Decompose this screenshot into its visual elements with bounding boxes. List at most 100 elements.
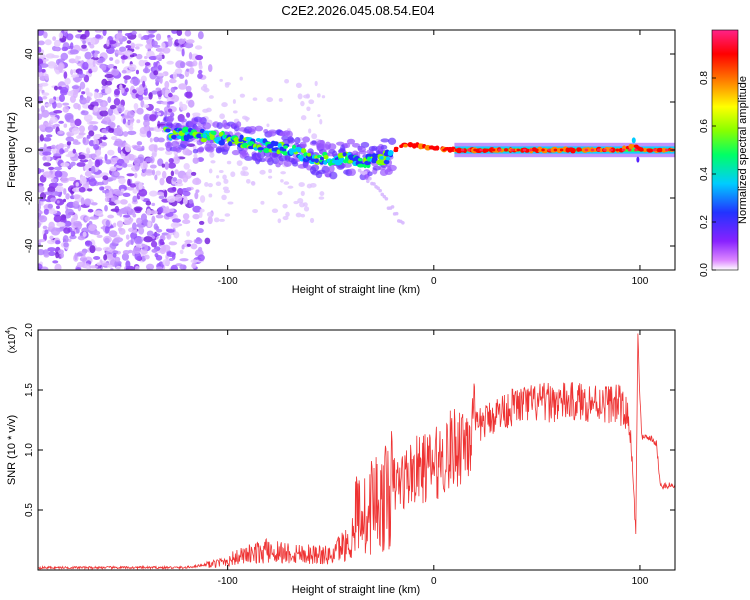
spectrogram-noise-blob (171, 252, 176, 260)
spectrogram-noise-blob (207, 216, 213, 225)
snr-ytick-label: 1.5 (24, 383, 35, 397)
spectrogram-noise-blob (121, 252, 129, 261)
spectrogram-noise-blob (127, 209, 136, 216)
spectrogram-noise-blob (283, 181, 290, 185)
spectrogram-noise-blob (134, 252, 142, 261)
spectrogram-noise-blob (114, 205, 120, 213)
spectrogram-noise-blob (131, 30, 137, 35)
spectrogram-noise-blob (38, 167, 42, 175)
spectrogram-noise-blob (102, 175, 109, 181)
spectrogram-noise-blob (114, 138, 123, 146)
spectrogram-noise-blob (177, 38, 186, 45)
spectrogram-peak-dot (467, 148, 471, 152)
spectrogram-noise-blob (186, 169, 193, 177)
spectrogram-noise-blob (81, 44, 87, 49)
spectrogram-signal-halo (202, 122, 212, 130)
spectrogram-noise-blob (109, 57, 114, 61)
spectrogram-noise-blob (89, 265, 99, 269)
spectrogram-tail (394, 211, 399, 216)
spectrogram-noise-blob (142, 160, 148, 169)
spectrogram-noise-blob (43, 162, 52, 167)
spectrogram-noise-blob (114, 190, 124, 197)
colorbar-tick-label: 0.0 (699, 263, 710, 277)
spectrogram-noise-blob (78, 154, 86, 160)
spectrogram-noise-blob (56, 200, 60, 204)
spectrogram-noise-blob (82, 231, 87, 237)
spectrogram-noise-blob (161, 170, 167, 179)
colorbar: 0.0 0.2 0.4 0.6 0.8 Normalized spectral ampl… (699, 29, 749, 277)
spectrogram-peak-dot (664, 148, 669, 152)
spectrogram-noise-blob (155, 266, 164, 270)
spectrogram-noise-blob (52, 260, 59, 264)
spectrogram-signal-halo (192, 148, 199, 154)
spectrogram-noise-blob (52, 36, 57, 41)
spectrogram-noise-blob (90, 202, 98, 206)
spectrogram-noise-blob (119, 199, 128, 205)
spectrogram-peak-dot (584, 148, 589, 152)
spectrogram-signal-blob (403, 143, 408, 148)
spectrogram-noise-blob (80, 110, 89, 116)
spectrogram-noise-blob (124, 87, 129, 93)
spectrogram-noise-blob (44, 103, 52, 107)
spectrogram-noise-blob (101, 88, 106, 94)
spectrogram-noise-blob (114, 256, 121, 263)
spectrogram-noise-blob (89, 245, 96, 254)
spectrogram-noise-blob (167, 37, 173, 41)
spectrogram-noise-blob (127, 120, 131, 126)
spectrogram-noise-blob (134, 265, 140, 270)
spectrogram-signal-halo (256, 150, 266, 159)
spectrogram-noise-blob (84, 198, 92, 206)
spectrogram-signal-halo (209, 143, 218, 149)
spectrogram-noise-blob (104, 196, 110, 203)
spectrogram-noise-blob (93, 138, 100, 146)
spectrogram-noise-blob (53, 182, 59, 187)
spectrogram-noise-blob (186, 112, 191, 118)
colorbar-tick-label: 0.2 (699, 215, 710, 229)
spectrogram-signal-halo (311, 140, 317, 145)
spectrogram-peak-dot (473, 148, 477, 152)
spectrogram-noise-blob (146, 267, 151, 270)
spectrogram-signal-blob (599, 147, 604, 153)
spectrogram-signal-blob (357, 157, 363, 162)
spectrogram-noise-blob (115, 265, 122, 270)
spectrogram-noise-blob (73, 194, 81, 200)
spectrogram-signal-blob (364, 160, 371, 166)
spectrogram-noise-blob (174, 169, 179, 175)
spectrogram-noise-blob (104, 86, 112, 95)
spectrogram-noise-blob (44, 126, 54, 133)
spectrogram-noise-blob (195, 54, 204, 61)
spectrogram-noise-blob (250, 181, 256, 185)
spectrogram-noise-blob (42, 137, 52, 142)
spectrogram-noise-blob (96, 30, 101, 33)
spectrogram-noise-blob (104, 153, 108, 162)
spectrogram-noise-blob (194, 192, 199, 200)
spectrogram-noise-blob (77, 56, 82, 60)
snr-scale-label: (x104) (5, 327, 18, 354)
svg-text:(x104): (x104) (5, 327, 18, 354)
spectrogram-noise-blob (164, 161, 169, 170)
snr-scale-exponent: 4 (5, 330, 12, 334)
spectrogram-noise-blob (39, 53, 46, 60)
spectrogram-noise-blob (308, 99, 315, 105)
spectrogram-noise-blob (102, 30, 107, 36)
spectrogram-noise-blob (152, 233, 161, 237)
spectrogram-noise-blob (174, 194, 183, 202)
spectrogram-noise-blob (63, 227, 71, 234)
spectrogram-noise-blob (156, 192, 165, 196)
spectrogram-noise-blob (60, 162, 70, 168)
spectrogram-noise-blob (117, 227, 123, 232)
spectrogram-noise-blob (72, 200, 80, 207)
snr-xtick-label: 100 (632, 576, 649, 587)
spectrogram-noise-blob (146, 125, 150, 132)
spectrogram-peak-dot (491, 148, 496, 152)
spectrogram-noise-blob (69, 42, 74, 50)
colorbar-label: Normalized spectral amplitude (737, 76, 749, 224)
spectrogram-noise-blob (53, 109, 63, 114)
spectrogram-peak-dot (621, 148, 626, 152)
spectrogram-noise-blob (157, 206, 164, 214)
snr-ytick-label: 1.0 (24, 443, 35, 457)
spectrogram-noise-blob (179, 61, 186, 69)
spectrogram-noise-blob (157, 65, 163, 71)
spectrogram-noise-blob (268, 175, 273, 179)
spectrogram-noise-blob (146, 230, 154, 237)
